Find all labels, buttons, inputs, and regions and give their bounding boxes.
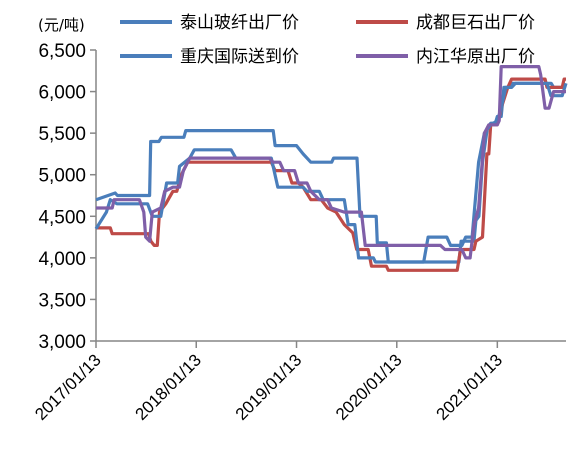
- y-tick-label: 3,000: [38, 332, 86, 353]
- y-tick-label: 4,500: [38, 207, 86, 228]
- series-line-chongqing: [94, 81, 568, 264]
- legend-label-chongqing: 重庆国际送到价: [180, 47, 299, 67]
- y-tick-label: 4,000: [38, 249, 86, 270]
- x-tick-label: 2020/01/13: [332, 350, 406, 424]
- y-tick-label: 5,000: [38, 166, 86, 187]
- series-line-taishan: [95, 81, 566, 264]
- x-tick-label: 2017/01/13: [31, 350, 105, 424]
- y-tick-label: 6,000: [38, 83, 86, 104]
- y-axis: 3,000 3,500 4,000 4,500 5,000 5,500 6,000 6,500: [38, 41, 97, 353]
- series-lines: [94, 64, 568, 272]
- legend-label-neijiang: 内江华原出厂价: [416, 47, 535, 67]
- x-tick-label: 2021/01/13: [433, 350, 507, 424]
- series-line-chengdu: [96, 77, 566, 272]
- legend-label-taishan: 泰山玻纤出厂价: [180, 13, 299, 33]
- unit-label: (元/吨): [38, 16, 85, 34]
- x-tick-label: 2019/01/13: [232, 350, 306, 424]
- y-tick-label: 6,500: [38, 41, 86, 62]
- series-line-neijiang: [96, 64, 566, 260]
- y-tick-label: 3,500: [38, 290, 86, 311]
- legend: 泰山玻纤出厂价 成都巨石出厂价 重庆国际送到价 内江华原出厂价: [120, 13, 535, 67]
- legend-label-chengdu: 成都巨石出厂价: [416, 13, 535, 33]
- x-tick-label: 2018/01/13: [131, 350, 205, 424]
- x-axis: 2017/01/13 2018/01/13 2019/01/13 2020/01/13…: [31, 340, 566, 424]
- y-tick-label: 5,500: [38, 124, 86, 145]
